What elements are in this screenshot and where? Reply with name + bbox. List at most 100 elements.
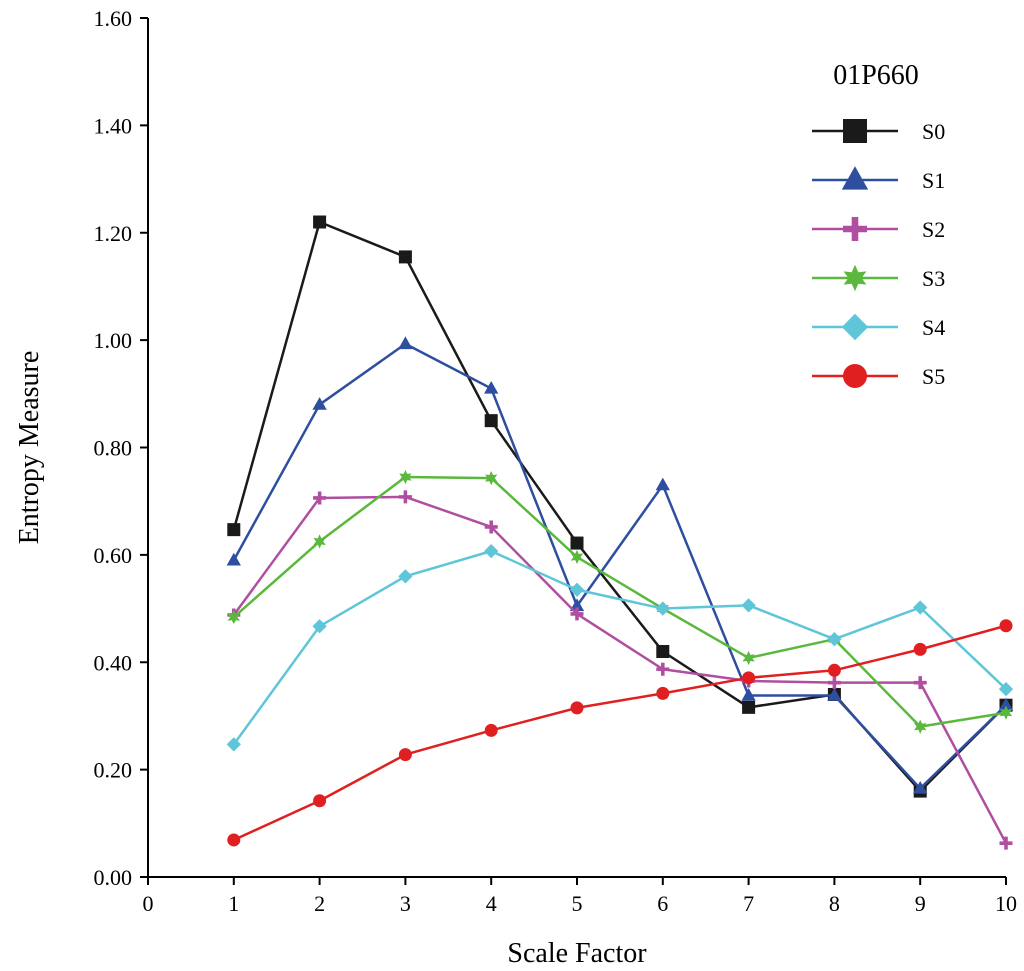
data-point-s5 <box>227 833 241 847</box>
y-tick-label: 1.60 <box>94 6 133 31</box>
legend-marker-s0 <box>843 119 867 143</box>
data-point-s1 <box>398 336 413 350</box>
legend-item-s5: S5 <box>812 364 945 389</box>
data-point-s3 <box>742 650 755 666</box>
legend-marker-s2 <box>843 217 867 241</box>
legend-marker-s1 <box>841 166 869 190</box>
data-point-s1 <box>913 780 928 794</box>
y-tick-label: 1.40 <box>94 113 133 138</box>
y-tick-label: 0.40 <box>94 650 133 675</box>
data-point-s2 <box>484 520 498 534</box>
data-point-s1 <box>998 697 1014 711</box>
data-point-s5 <box>313 794 327 808</box>
data-point-s4 <box>827 632 842 647</box>
x-tick-label: 0 <box>143 891 154 916</box>
data-point-s3 <box>399 469 412 485</box>
y-tick-label: 0.00 <box>94 865 133 890</box>
y-tick-label: 1.00 <box>94 328 133 353</box>
series-line-s1 <box>232 342 1007 790</box>
x-tick-label: 7 <box>743 891 754 916</box>
x-tick-label: 6 <box>657 891 668 916</box>
data-point-s3 <box>914 719 927 734</box>
series-line-s0 <box>232 220 1007 793</box>
data-point-s0 <box>570 536 584 550</box>
data-point-s4 <box>484 543 499 559</box>
data-point-s3 <box>999 705 1013 720</box>
data-point-s5 <box>570 701 584 715</box>
x-tick-label: 3 <box>400 891 411 916</box>
x-tick-label: 4 <box>486 891 497 916</box>
data-point-s2 <box>570 607 584 621</box>
data-point-s2 <box>827 676 841 690</box>
legend-marker-s5 <box>843 364 867 388</box>
legend-label-s4: S4 <box>922 315 945 340</box>
data-point-s5 <box>656 686 670 700</box>
data-point-s1 <box>312 397 327 410</box>
legend-label-s1: S1 <box>922 168 945 193</box>
data-point-s3 <box>313 534 326 549</box>
x-tick-label: 2 <box>314 891 325 916</box>
x-tick-label: 10 <box>995 891 1017 916</box>
series-line-s3 <box>232 475 1007 728</box>
legend-item-s0: S0 <box>812 119 945 144</box>
data-point-s4 <box>398 569 413 584</box>
data-point-s2 <box>398 490 412 504</box>
data-point-s3 <box>570 549 584 565</box>
data-point-s1 <box>741 688 756 701</box>
legend-label-s5: S5 <box>922 364 945 389</box>
data-point-s4 <box>226 737 241 752</box>
axes: 0.00 0.20 0.40 0.60 0.80 1.00 1.20 1.40 1.60 0 1 2 3… <box>94 6 1018 916</box>
series-line-s5 <box>233 624 1007 842</box>
data-point-s2 <box>313 491 327 505</box>
data-point-s0 <box>656 645 670 659</box>
data-point-s1 <box>655 477 670 491</box>
legend-item-s2: S2 <box>812 217 945 242</box>
series-s5 <box>227 619 1013 847</box>
y-tick-label: 1.20 <box>94 221 133 246</box>
data-point-s5 <box>999 619 1013 633</box>
data-point-s4 <box>312 619 327 634</box>
data-point-s2 <box>999 836 1013 850</box>
data-point-s3 <box>227 610 240 625</box>
legend-label-s2: S2 <box>922 217 945 242</box>
legend-item-s4: S4 <box>812 313 945 341</box>
legend-marker-s3 <box>843 264 867 292</box>
legend-label-s0: S0 <box>922 119 945 144</box>
legend-label-s3: S3 <box>922 266 945 291</box>
series-s4 <box>226 543 1014 752</box>
series-s1 <box>226 336 1014 794</box>
x-tick-label: 1 <box>228 891 239 916</box>
data-point-s0 <box>742 700 756 714</box>
data-point-s0 <box>227 523 241 537</box>
series-s3 <box>227 469 1013 734</box>
y-tick-label: 0.80 <box>94 436 133 461</box>
data-point-s0 <box>484 414 498 428</box>
y-tick-label: 0.60 <box>94 543 133 568</box>
series-line-s4 <box>232 549 1007 746</box>
data-point-s4 <box>741 598 756 613</box>
x-axis-title: Scale Factor <box>507 938 647 969</box>
data-point-s1 <box>569 598 585 612</box>
legend-item-s1: S1 <box>812 166 945 193</box>
data-point-s5 <box>398 748 412 762</box>
x-tick-label: 9 <box>915 891 926 916</box>
x-tick-label: 8 <box>829 891 840 916</box>
x-tick-label: 5 <box>572 891 583 916</box>
legend-marker-s4 <box>841 313 869 341</box>
y-tick-label: 0.20 <box>94 758 133 783</box>
data-point-s5 <box>913 642 927 656</box>
data-point-s0 <box>313 215 327 229</box>
data-point-s2 <box>913 676 927 690</box>
data-point-s5 <box>484 723 498 737</box>
data-point-s1 <box>226 552 241 566</box>
series-line-s2 <box>232 495 1008 844</box>
series-layer <box>226 215 1014 850</box>
legend-item-s3: S3 <box>812 264 945 292</box>
series-s0 <box>227 215 1013 798</box>
data-point-s5 <box>827 663 841 677</box>
data-point-s4 <box>569 582 585 597</box>
data-point-s4 <box>913 600 928 615</box>
data-point-s5 <box>742 671 756 685</box>
data-point-s1 <box>827 688 842 701</box>
